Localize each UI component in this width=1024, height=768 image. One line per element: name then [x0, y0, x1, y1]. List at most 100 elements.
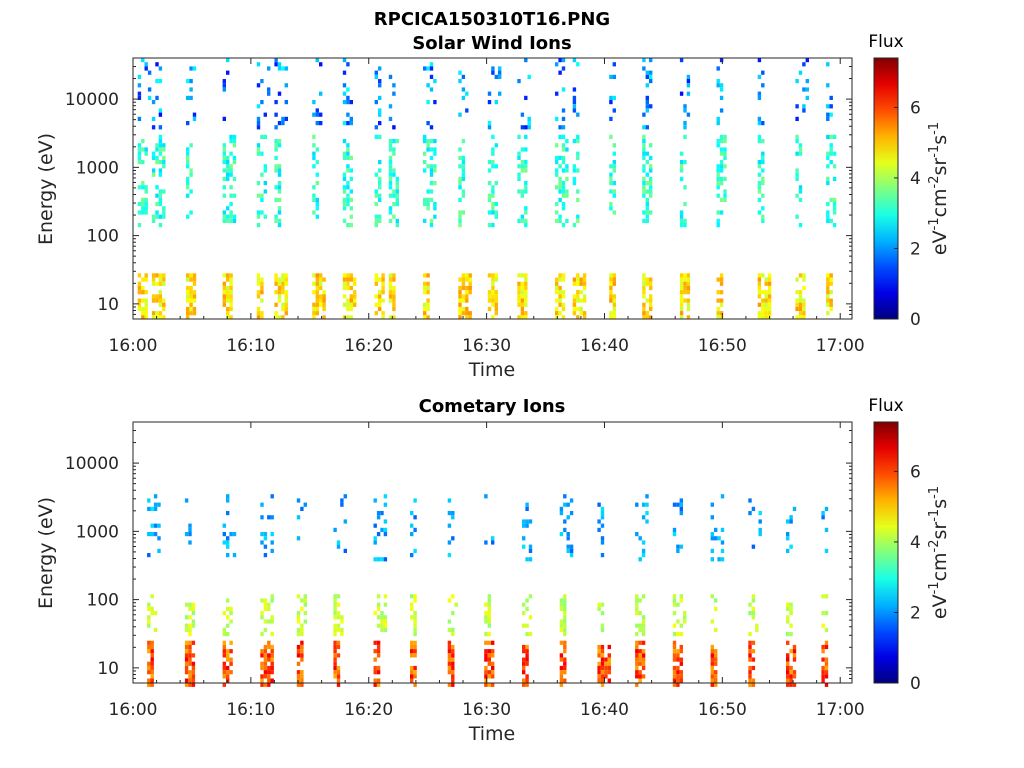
heatmap-cell — [186, 95, 190, 100]
colorbar-title-solar-wind: Flux — [868, 32, 903, 52]
heatmap-cell — [346, 151, 350, 156]
heatmap-cell — [563, 519, 567, 524]
heatmap-cell — [576, 298, 580, 303]
heatmap-cell — [465, 290, 469, 295]
heatmap-cell — [346, 193, 350, 198]
heatmap-cell — [679, 285, 684, 291]
heatmap-cell — [558, 218, 562, 223]
heatmap-cell — [723, 164, 727, 169]
heatmap-cell — [186, 298, 190, 303]
heatmap-cell — [461, 160, 466, 165]
heatmap-cell — [517, 290, 521, 295]
heatmap-cell — [716, 210, 720, 215]
heatmap-cell — [494, 294, 498, 299]
heatmap-cell — [672, 532, 677, 537]
heatmap-cell — [186, 311, 190, 316]
heatmap-cell — [525, 606, 529, 611]
heatmap-cell — [642, 147, 646, 152]
heatmap-cell — [150, 670, 154, 675]
heatmap-cell — [612, 151, 616, 156]
heatmap-cell — [561, 306, 566, 312]
heatmap-cell — [645, 214, 649, 219]
heatmap-cell — [189, 87, 193, 92]
heatmap-cell — [322, 306, 326, 312]
heatmap-cell — [638, 674, 642, 679]
heatmap-cell — [144, 298, 148, 303]
heatmap-cell — [433, 164, 437, 169]
heatmap-cell — [186, 277, 190, 282]
heatmap-cell — [555, 91, 559, 96]
heatmap-cell — [487, 649, 491, 654]
heatmap-cell — [186, 164, 190, 169]
heatmap-cell — [260, 311, 264, 316]
heatmap-cell — [572, 302, 577, 307]
heatmap-cell — [312, 185, 316, 190]
heatmap-cell — [381, 277, 385, 282]
heatmap-cell — [565, 193, 569, 198]
heatmap-cell — [525, 598, 529, 603]
heatmap-cell — [162, 214, 166, 219]
heatmap-cell — [141, 290, 145, 295]
heatmap-cell — [451, 632, 455, 637]
heatmap-cell — [461, 155, 466, 160]
heatmap-cell — [461, 285, 466, 291]
heatmap-cell — [395, 189, 399, 194]
heatmap-cell — [517, 164, 521, 169]
heatmap-cell — [498, 66, 502, 71]
heatmap-cell — [263, 649, 268, 654]
heatmap-cell — [388, 290, 393, 295]
heatmap-cell — [376, 670, 381, 675]
heatmap-cell — [826, 116, 830, 121]
heatmap-cell — [413, 615, 417, 620]
heatmap-cell — [461, 311, 466, 316]
heatmap-cell — [491, 189, 495, 194]
heatmap-cell — [186, 79, 190, 84]
heatmap-cell — [719, 164, 724, 169]
heatmap-cell — [315, 311, 319, 316]
heatmap-cell — [144, 189, 148, 194]
heatmap-cell — [423, 168, 427, 173]
heatmap-cell — [719, 281, 724, 286]
heatmap-cell — [226, 623, 230, 628]
heatmap-cell — [487, 619, 491, 624]
heatmap-cell — [189, 95, 193, 100]
heatmap-cell — [751, 649, 756, 654]
heatmap-cell — [158, 290, 163, 295]
heatmap-cell — [641, 619, 646, 624]
heatmap-cell — [333, 674, 337, 679]
heatmap-cell — [458, 181, 462, 186]
heatmap-cell — [649, 315, 653, 320]
heatmap-cell — [798, 223, 803, 228]
heatmap-cell — [498, 91, 502, 96]
heatmap-cell — [716, 79, 720, 84]
heatmap-cell — [600, 670, 605, 675]
heatmap-cell — [714, 649, 718, 654]
heatmap-cell — [491, 210, 495, 215]
heatmap-cell — [672, 640, 677, 645]
heatmap-cell — [342, 176, 347, 181]
heatmap-cell — [186, 306, 190, 312]
heatmap-cell — [270, 598, 274, 603]
heatmap-cell — [679, 210, 684, 215]
heatmap-cell — [388, 139, 393, 144]
heatmap-cell — [260, 532, 264, 537]
heatmap-cell — [277, 181, 282, 186]
heatmap-cell — [561, 294, 566, 299]
heatmap-cell — [260, 611, 264, 616]
heatmap-cell — [561, 206, 566, 211]
heatmap-cell — [413, 682, 417, 687]
heatmap-cell — [761, 298, 765, 303]
heatmap-cell — [319, 91, 323, 96]
heatmap-cell — [274, 62, 278, 67]
heatmap-cell — [147, 623, 151, 628]
heatmap-cell — [829, 306, 833, 312]
heatmap-cell — [761, 176, 765, 181]
heatmap-cell — [192, 277, 197, 282]
heatmap-cell — [559, 653, 564, 658]
heatmap-cell — [821, 678, 825, 683]
heatmap-cell — [229, 168, 233, 173]
heatmap-cell — [761, 155, 765, 160]
heatmap-cell — [563, 678, 567, 683]
heatmap-cell — [150, 682, 154, 687]
heatmap-cell — [158, 315, 163, 320]
